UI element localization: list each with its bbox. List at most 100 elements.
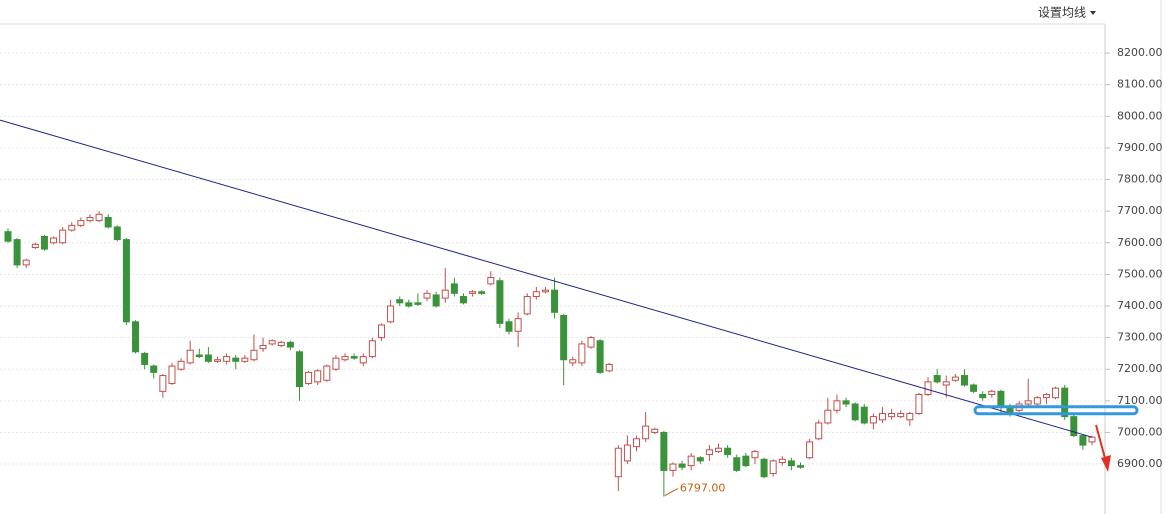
candle-body [669, 463, 677, 471]
candle-body [132, 321, 140, 353]
candle-body [277, 341, 285, 347]
candle-body [86, 216, 94, 222]
candle-body [806, 441, 814, 459]
candle-body [396, 299, 404, 304]
candle-body [933, 375, 941, 383]
candle-body [359, 356, 367, 364]
candle-body [478, 291, 486, 294]
candle-body [268, 340, 276, 345]
candle-body [906, 412, 914, 421]
y-tick-label: 7500.00 [1117, 267, 1163, 280]
candle-body [824, 409, 832, 424]
y-tick-label: 7200.00 [1117, 362, 1163, 375]
candle-body [168, 365, 176, 384]
y-tick-label: 7800.00 [1117, 173, 1163, 186]
candle-body [204, 354, 212, 362]
candle-body [696, 457, 704, 462]
marks: 6797.00 [0, 119, 1139, 497]
candle-body [295, 351, 303, 388]
candle-body [195, 354, 203, 358]
candle-body [596, 340, 604, 373]
low-marker-arrow [664, 488, 679, 497]
candle-body [560, 314, 568, 361]
y-tick-label: 7700.00 [1117, 204, 1163, 217]
candle-body [514, 318, 522, 332]
candle-body [1033, 397, 1041, 405]
arrow-shaft [1095, 424, 1107, 463]
trendline [0, 119, 1093, 438]
candle-body [241, 357, 249, 362]
candle-body [860, 406, 868, 424]
y-tick-label: 6900.00 [1117, 457, 1163, 470]
candle-body [223, 356, 231, 362]
candle-body [687, 455, 695, 467]
candle-body [888, 412, 896, 418]
candle-body [432, 294, 440, 307]
candle-body [1079, 435, 1087, 446]
candle-body [405, 302, 413, 307]
candle-body [915, 394, 923, 414]
candle-body [414, 302, 422, 305]
ma-button[interactable]: 设置均线 [1038, 6, 1096, 20]
candle-body [1042, 394, 1050, 399]
candle-body [214, 359, 222, 362]
candle-body [423, 292, 431, 299]
candle-body [150, 365, 158, 373]
candle-body [751, 450, 759, 459]
candle-body [979, 394, 987, 399]
candle-body [787, 460, 795, 467]
candle-body [104, 216, 112, 228]
candle-body [4, 231, 12, 242]
y-tick-label: 7100.00 [1117, 394, 1163, 407]
arrow-head [1101, 455, 1111, 472]
candle-body [778, 458, 786, 463]
candle-body [177, 360, 185, 370]
candle-body [77, 220, 85, 226]
ma-button-label[interactable]: 设置均线 [1038, 6, 1086, 20]
candle-body [159, 375, 167, 392]
y-tick-label: 7900.00 [1117, 141, 1163, 154]
candle-body [22, 259, 30, 266]
candle-body [305, 371, 313, 384]
candle-body [578, 343, 586, 364]
candle-body [68, 224, 76, 231]
candle-body [523, 296, 531, 315]
candle-body [286, 341, 294, 348]
candle-body [40, 235, 48, 250]
candle-body [1024, 400, 1032, 405]
candle-body [50, 237, 58, 244]
red-arrow [1095, 424, 1111, 472]
candle-body [569, 359, 577, 364]
candle-body [496, 280, 504, 324]
candle-body [541, 289, 549, 293]
y-tick-label: 8100.00 [1117, 78, 1163, 91]
candle-body [815, 422, 823, 440]
candle-body [623, 444, 631, 462]
candle-body [587, 337, 595, 348]
highlight-band [973, 405, 1139, 416]
candle-body [851, 403, 859, 421]
candle-body [614, 447, 622, 478]
candle-body [350, 356, 358, 359]
dropdown-caret[interactable] [1090, 11, 1096, 15]
candle-body [605, 363, 613, 372]
candle-body [642, 425, 650, 440]
candle-body [113, 226, 121, 241]
candle-body [1070, 416, 1078, 437]
candle-body [551, 289, 559, 313]
candle-body [13, 239, 21, 266]
candle-body [942, 381, 950, 386]
candle-body [833, 400, 841, 411]
candle-body [232, 357, 240, 362]
candle-body [532, 291, 540, 298]
y-tick-label: 8000.00 [1117, 109, 1163, 122]
candle-body [59, 229, 67, 244]
candle-body [469, 291, 477, 294]
candle-body [186, 349, 194, 364]
candle-body [842, 400, 850, 405]
candle-body [869, 416, 877, 424]
candle-body [742, 455, 750, 467]
candle-body [924, 381, 932, 396]
